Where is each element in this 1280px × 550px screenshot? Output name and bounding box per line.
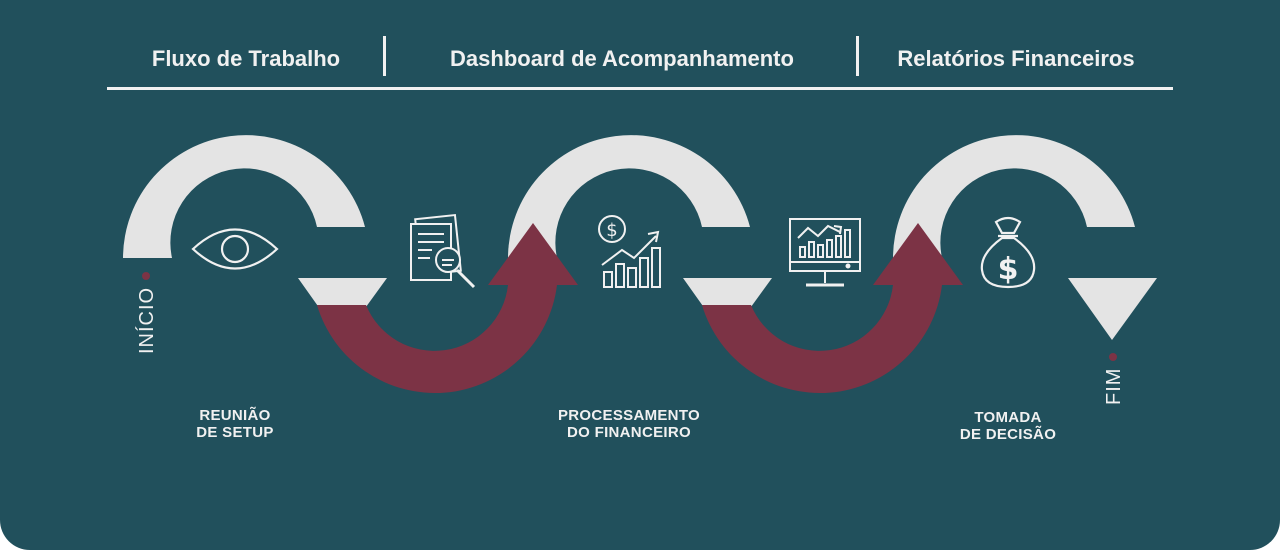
eye-icon [191,228,279,270]
document-search-icon [410,213,476,289]
start-dot [142,272,150,280]
end-dot [1109,353,1117,361]
svg-text:$: $ [606,220,617,241]
svg-text:$: $ [998,252,1019,287]
start-label: INÍCIO [136,286,158,354]
header-rule [107,87,1173,90]
tab-fluxo-de-trabalho[interactable]: Fluxo de Trabalho [151,46,341,71]
money-growth-chart-icon: $ [598,215,661,288]
step-label-1: REUNIÃO DE SETUP [196,407,274,441]
arc-arrow-up-1 [317,223,578,394]
step-label-3: TOMADA DE DECISÃO [959,409,1057,443]
tab-relatorios-financeiros[interactable]: Relatórios Financeiros [897,46,1135,71]
money-bag-icon: $ [980,216,1036,289]
monitor-chart-icon [789,218,861,287]
arc-arrow-3 [893,135,1157,340]
tab-dashboard-de-acompanhamento[interactable]: Dashboard de Acompanhamento [450,46,794,71]
tab-separator [383,36,386,76]
end-label: FIM [1103,367,1125,405]
arc-arrow-up-2 [702,223,963,394]
tab-separator [856,36,859,76]
step-label-2: PROCESSAMENTO DO FINANCEIRO [558,407,700,441]
header-tabs: Fluxo de Trabalho Dashboard de Acompanha… [107,30,1173,88]
